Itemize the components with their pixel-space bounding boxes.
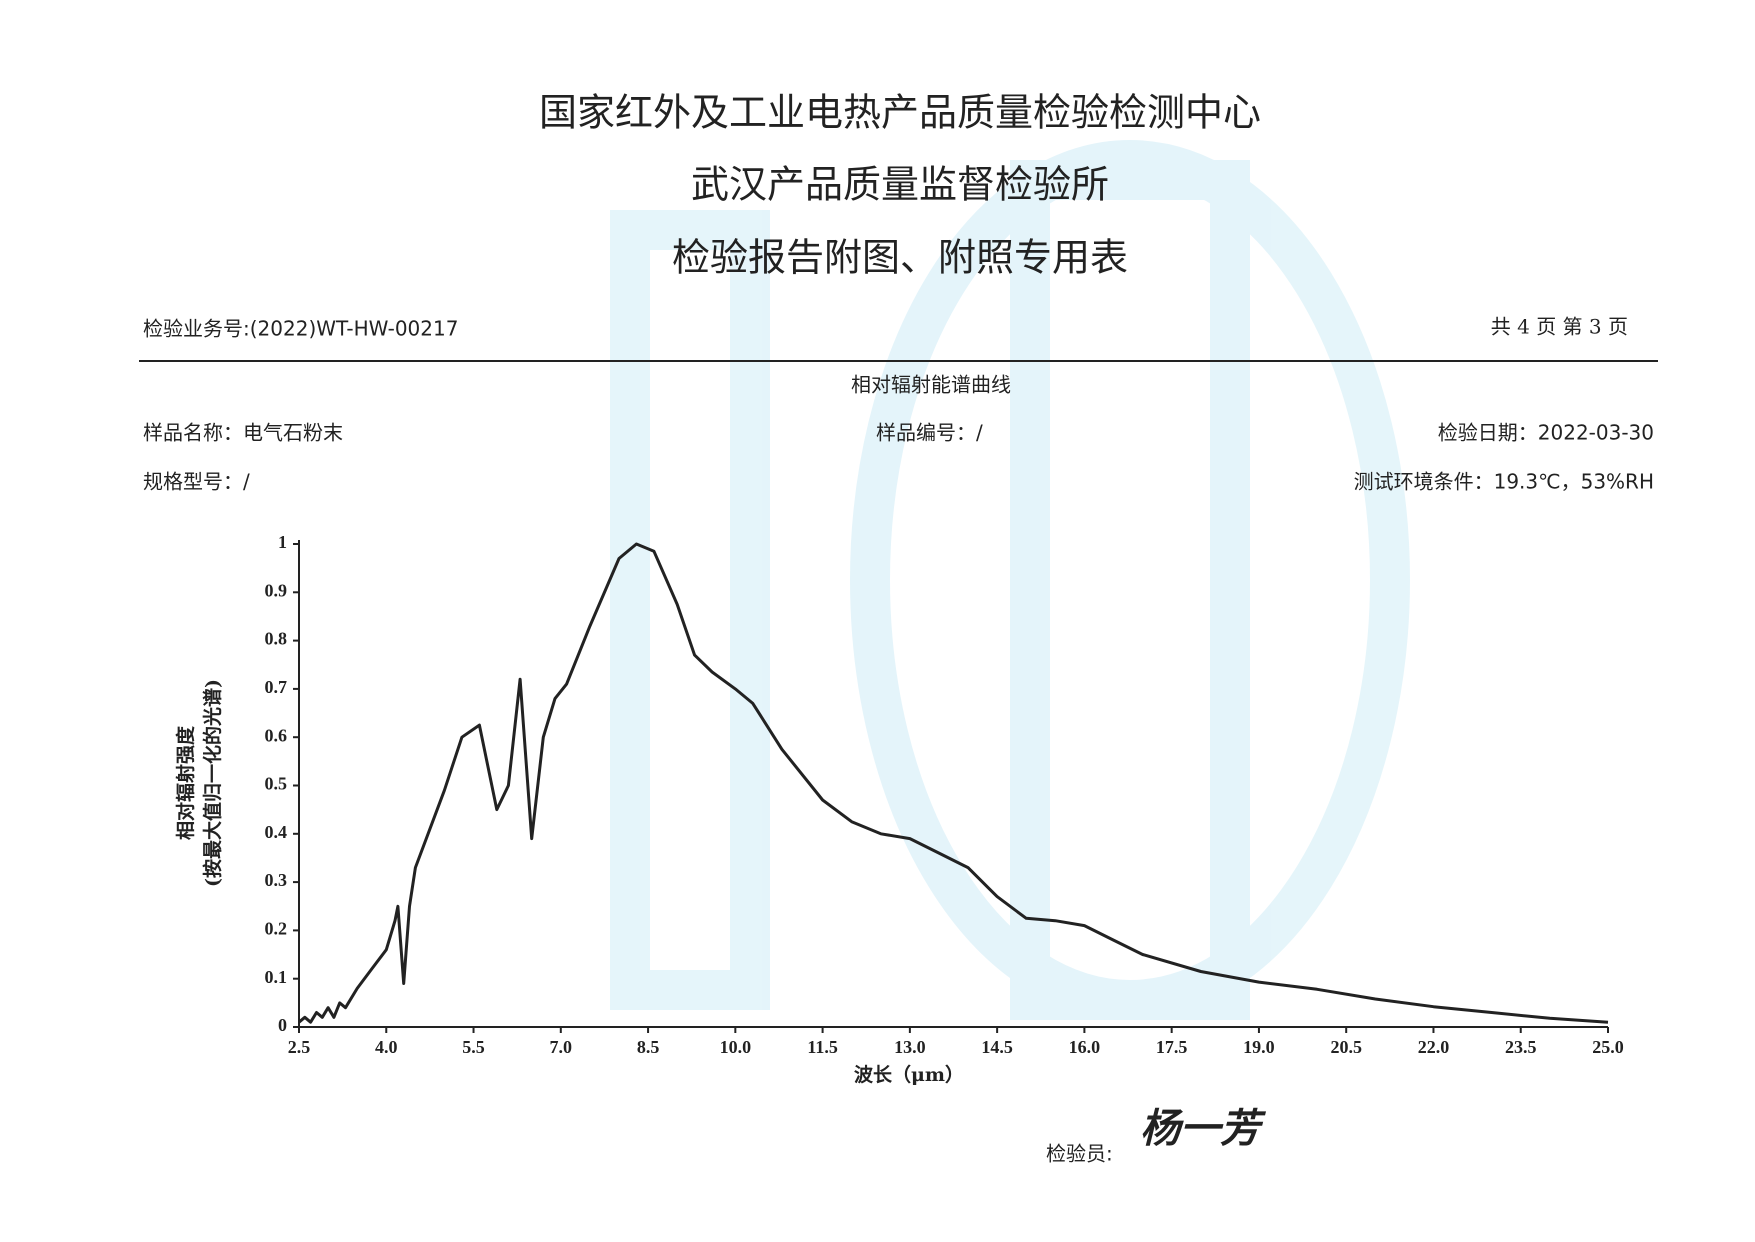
x-tick-label: 20.5 (1330, 1037, 1362, 1057)
test-date: 检验日期：2022-03-30 (1438, 421, 1654, 445)
x-tick-label: 10.0 (720, 1037, 752, 1057)
x-tick-label: 17.5 (1156, 1037, 1188, 1057)
spec: 规格型号：/ (143, 470, 250, 494)
y-tick-label: 0.6 (265, 725, 288, 745)
page-info: 共 4 页 第 3 页 (1491, 315, 1628, 339)
title-line: 武汉产品质量监督检验所 (691, 163, 1109, 207)
chart: 0 0.1 0.2 0.3 0.4 0.5 0.6 0.7 0.8 0.9 1 2.5 4.0 5.5 7.… (265, 532, 1624, 1057)
x-tick-label: 2.5 (288, 1037, 311, 1057)
x-tick-label: 7.0 (550, 1037, 573, 1057)
x-axis-label: 波长（μm） (854, 1063, 964, 1086)
sample-name: 样品名称：电气石粉末 (143, 421, 343, 445)
y-axis-label: (按最大值归一化的光谱) (201, 679, 224, 887)
chart-title: 相对辐射能谱曲线 (851, 373, 1011, 397)
y-tick-label: 0.7 (265, 677, 288, 697)
inspector-label: 检验员: (1046, 1142, 1113, 1166)
signature: 杨一芳 (1140, 1105, 1267, 1152)
x-tick-label: 23.5 (1505, 1037, 1537, 1057)
x-tick-label: 19.0 (1243, 1037, 1275, 1057)
x-tick-label: 8.5 (637, 1037, 660, 1057)
y-tick-label: 0.2 (265, 919, 288, 939)
x-tick-label: 11.5 (807, 1037, 838, 1057)
x-tick-label: 22.0 (1418, 1037, 1450, 1057)
title-line: 国家红外及工业电热产品质量检验检测中心 (539, 91, 1261, 135)
y-axis-label: 相对辐射强度 (174, 725, 197, 840)
title-line: 检验报告附图、附照专用表 (672, 236, 1128, 280)
environment: 测试环境条件：19.3℃，53%RH (1354, 470, 1654, 494)
y-tick-label: 0.8 (265, 629, 288, 649)
y-tick-label: 0.3 (265, 870, 288, 890)
x-tick-label: 25.0 (1592, 1037, 1624, 1057)
sample-no: 样品编号：/ (876, 421, 983, 445)
watermark (610, 140, 1410, 1020)
y-tick-label: 0.4 (265, 822, 288, 842)
report-no: 检验业务号:(2022)WT-HW-00217 (143, 317, 458, 341)
x-tick-label: 16.0 (1069, 1037, 1101, 1057)
x-tick-label: 14.5 (981, 1037, 1013, 1057)
x-tick-label: 4.0 (375, 1037, 398, 1057)
x-tick-label: 5.5 (462, 1037, 485, 1057)
y-tick-label: 0.5 (265, 774, 288, 794)
spectrum-line (298, 542, 1609, 1024)
y-tick-label: 0.1 (265, 967, 288, 987)
y-tick-label: 0 (278, 1015, 287, 1035)
y-tick-label: 1 (278, 532, 287, 552)
x-tick-label: 13.0 (894, 1037, 926, 1057)
y-tick-label: 0.9 (265, 580, 288, 600)
